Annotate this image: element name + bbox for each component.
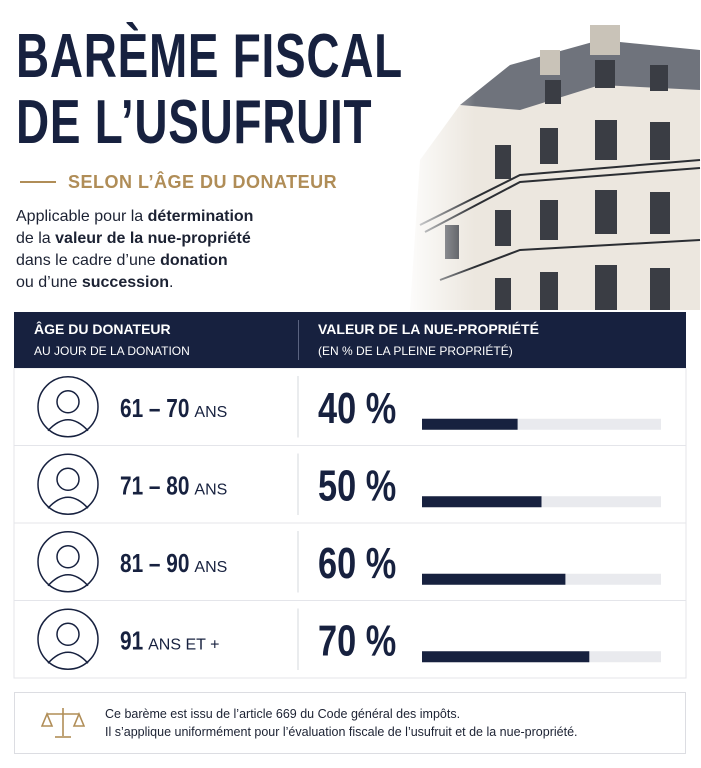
age-unit: ANS <box>194 481 227 498</box>
title-line: DE L’USUFRUIT <box>16 88 373 157</box>
intro-bold: détermination <box>147 208 254 225</box>
scale-icon <box>41 708 85 738</box>
intro: Applicable pour la détermination de la va… <box>16 206 253 294</box>
intro-line: de la valeur de la nue-propriété <box>16 228 253 250</box>
intro-line: dans le cadre d’une donation <box>16 250 253 272</box>
avatar-head <box>56 467 80 491</box>
avatar-body <box>47 574 89 587</box>
avatar-head <box>56 622 80 646</box>
avatar-head <box>56 545 80 569</box>
footer-line: Ce barème est issu de l’article 669 du C… <box>105 707 461 721</box>
intro-text: . <box>169 274 174 291</box>
column-title: ÂGE DU DONATEUR <box>34 321 171 337</box>
avatar-body <box>47 651 89 664</box>
value-label: 40 % <box>318 384 396 433</box>
age-unit: ANS <box>194 559 227 576</box>
avatar-body <box>47 419 89 432</box>
age: 71 – 80 <box>120 470 189 500</box>
age: 61 – 70 <box>120 393 189 423</box>
value-label: 50 % <box>318 461 396 510</box>
age-unit: ANS <box>194 404 227 421</box>
intro-text: ou d’une <box>16 274 82 291</box>
age: 81 – 90 <box>120 548 189 578</box>
intro-text: dans le cadre d’une <box>16 252 161 269</box>
subtitle-rule <box>20 181 56 183</box>
avatar-head <box>56 390 80 414</box>
intro-bold: valeur de la nue-propriété <box>55 230 251 247</box>
footer: Ce barème est issu de l’article 669 du C… <box>14 692 686 754</box>
intro-text: Applicable pour la <box>16 208 148 225</box>
title-line: BARÈME FISCAL <box>16 22 403 91</box>
column-subtitle: (EN % DE LA PLEINE PROPRIÉTÉ) <box>318 344 513 358</box>
bar <box>422 496 542 508</box>
value-label: 70 % <box>318 616 396 665</box>
table-header: ÂGE DU DONATEUR AU JOUR DE LA DONATION V… <box>14 312 686 368</box>
age: 91 <box>120 625 143 655</box>
intro-text: de la <box>16 230 56 247</box>
intro-bold: donation <box>160 252 228 269</box>
row <box>13 600 687 679</box>
value-label: 60 % <box>318 539 396 588</box>
row <box>13 445 687 524</box>
intro-line: ou d’une succession. <box>16 272 253 294</box>
column-subtitle: AU JOUR DE LA DONATION <box>34 344 190 358</box>
row <box>13 522 687 601</box>
age-unit: ANS ET + <box>148 636 219 653</box>
bar-track <box>422 418 661 430</box>
subtitle: SELON L’ÂGE DU DONATEUR <box>68 172 338 192</box>
footer-line: Il s’applique uniformément pour l’évalua… <box>105 725 578 739</box>
bar <box>422 573 566 585</box>
avatar-body <box>47 496 89 509</box>
bar <box>422 418 518 430</box>
bar <box>422 651 590 663</box>
table-body: 61 – 70 ANS 40 % 71 – 80 ANS 50 % 81 – 90 ANS 60… <box>13 368 687 679</box>
column-title: VALEUR DE LA NUE-PROPRIÉTÉ <box>318 321 539 337</box>
building-image <box>400 10 701 310</box>
divider <box>298 320 299 360</box>
intro-line: Applicable pour la détermination <box>16 206 253 228</box>
intro-bold: succession <box>81 274 169 291</box>
